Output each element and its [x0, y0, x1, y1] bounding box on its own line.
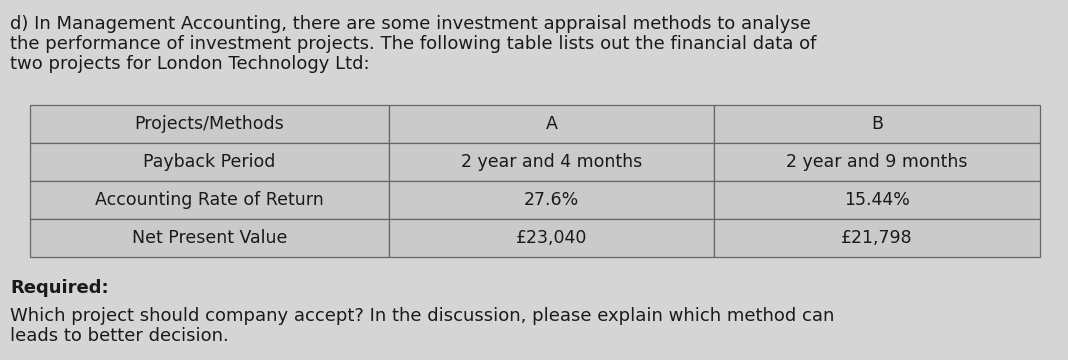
Text: Payback Period: Payback Period: [143, 153, 276, 171]
Text: Which project should company accept? In the discussion, please explain which met: Which project should company accept? In …: [10, 307, 834, 325]
Bar: [389, 143, 714, 181]
Bar: [714, 181, 1040, 219]
Text: two projects for London Technology Ltd:: two projects for London Technology Ltd:: [10, 55, 370, 73]
Text: Net Present Value: Net Present Value: [131, 229, 287, 247]
Bar: [389, 181, 714, 219]
Text: Accounting Rate of Return: Accounting Rate of Return: [95, 191, 324, 209]
Text: £21,798: £21,798: [842, 229, 913, 247]
Bar: [714, 143, 1040, 181]
Text: B: B: [871, 115, 883, 133]
Text: leads to better decision.: leads to better decision.: [10, 327, 229, 345]
Text: d) In Management Accounting, there are some investment appraisal methods to anal: d) In Management Accounting, there are s…: [10, 15, 811, 33]
Bar: [30, 143, 389, 181]
Text: 15.44%: 15.44%: [844, 191, 910, 209]
Bar: [30, 181, 389, 219]
Text: £23,040: £23,040: [516, 229, 587, 247]
Bar: [30, 219, 389, 257]
Bar: [714, 219, 1040, 257]
Text: Required:: Required:: [10, 279, 109, 297]
Bar: [389, 105, 714, 143]
Bar: [389, 219, 714, 257]
Text: 2 year and 4 months: 2 year and 4 months: [460, 153, 642, 171]
Text: the performance of investment projects. The following table lists out the financ: the performance of investment projects. …: [10, 35, 816, 53]
Text: Projects/Methods: Projects/Methods: [135, 115, 284, 133]
Bar: [714, 105, 1040, 143]
Text: 2 year and 9 months: 2 year and 9 months: [786, 153, 968, 171]
Text: 27.6%: 27.6%: [523, 191, 579, 209]
Text: A: A: [546, 115, 557, 133]
Bar: [30, 105, 389, 143]
